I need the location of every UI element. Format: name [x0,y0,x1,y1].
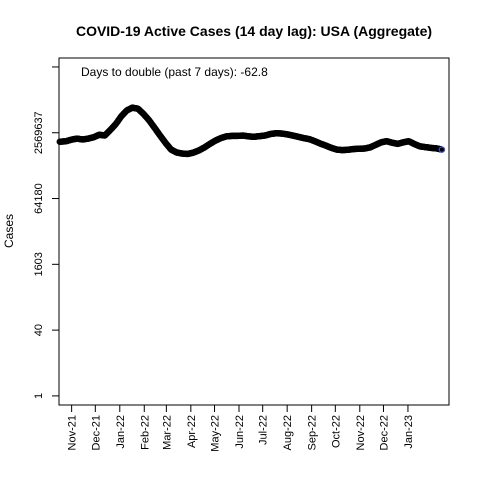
x-tick-label: Jan-23 [403,415,415,449]
x-tick-label: Jul-22 [258,415,270,445]
x-tick-label: Nov-22 [355,415,367,450]
x-tick-label: Sep-22 [307,415,319,450]
x-tick-label: Jan-22 [115,415,127,449]
x-tick-label: Feb-22 [139,415,151,450]
x-tick-label: Dec-21 [90,415,102,450]
data-points [56,104,446,158]
y-tick-label: 2569637 [33,111,45,154]
x-tick-label: Jun-22 [234,415,246,449]
x-axis: Nov-21 Dec-21 Jan-22 Feb-22 Mar-22 Apr-22 May-… [67,405,415,452]
x-tick-label: Oct-22 [330,415,342,448]
x-tick-label: Aug-22 [282,415,294,450]
data-point-latest [438,146,446,153]
plot-frame [58,57,450,406]
x-tick-label: Dec-22 [378,415,390,450]
x-tick-label: Nov-21 [67,415,79,450]
x-tick-label: Mar-22 [161,415,173,450]
x-tick-label: Apr-22 [186,415,198,448]
y-axis: 1 40 1603 64180 2569637 [33,66,59,399]
doubling-annotation: Days to double (past 7 days): -62.8 [81,65,268,79]
y-tick-label: 40 [33,324,45,336]
y-tick-label: 1 [33,393,45,399]
y-tick-label: 1603 [33,252,45,276]
chart-title: COVID-19 Active Cases (14 day lag): USA … [76,23,432,39]
y-axis-label: Cases [2,214,16,248]
y-tick-label: 64180 [33,183,45,214]
x-tick-label: May-22 [210,415,222,452]
